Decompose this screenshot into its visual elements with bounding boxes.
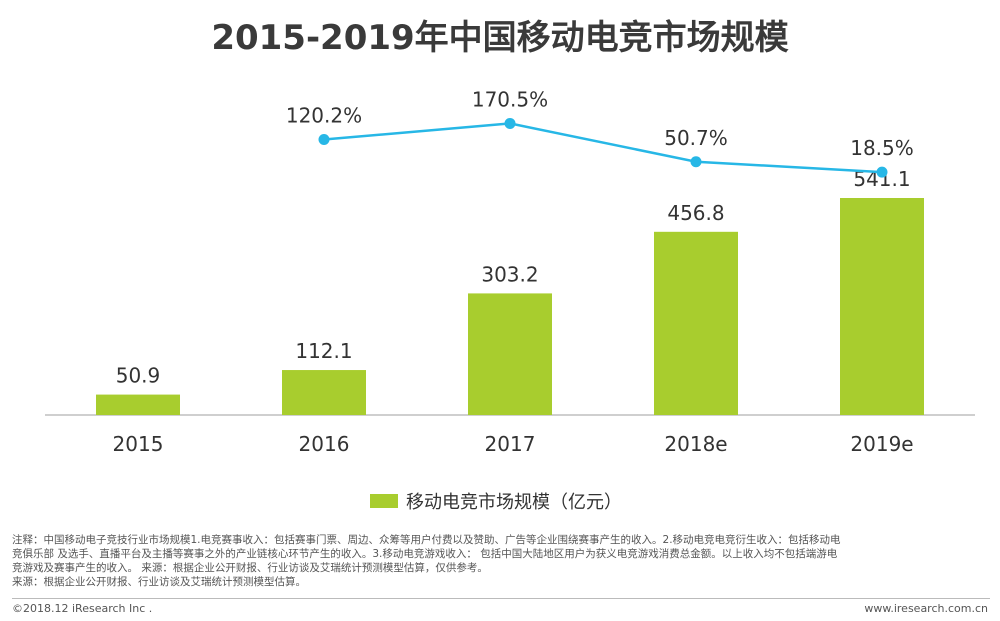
bar bbox=[654, 231, 738, 415]
bar bbox=[282, 370, 366, 415]
growth-label: 18.5% bbox=[850, 136, 914, 160]
growth-line bbox=[323, 122, 883, 174]
growth-label: 50.7% bbox=[664, 126, 728, 150]
footer-divider bbox=[12, 598, 990, 599]
growth-label: 120.2% bbox=[286, 104, 362, 128]
bar bbox=[840, 198, 924, 415]
growth-point bbox=[690, 156, 702, 168]
bar-value-label: 456.8 bbox=[667, 201, 724, 225]
footer-copyright: ©2018.12 iResearch Inc . bbox=[12, 602, 153, 615]
x-tick-label: 2017 bbox=[485, 432, 536, 456]
growth-label: 170.5% bbox=[472, 87, 548, 111]
notes: 注释：中国移动电子竞技行业市场规模1.电竞赛事收入：包括赛事门票、周边、众筹等用… bbox=[12, 533, 990, 589]
chart-canvas: 50.92015112.12016303.22017456.82018e541.… bbox=[45, 87, 975, 456]
growth-point bbox=[876, 166, 888, 178]
chart-title: 2015-2019年中国移动电竞市场规模 bbox=[211, 18, 789, 58]
legend-label: 移动电竞市场规模（亿元） bbox=[406, 492, 622, 513]
bar-value-label: 112.1 bbox=[295, 339, 352, 363]
growth-point bbox=[504, 117, 516, 129]
note-line: 来源：根据企业公开财报、行业访谈及艾瑞统计预测模型估算。 bbox=[12, 576, 306, 588]
x-tick-label: 2016 bbox=[299, 432, 350, 456]
legend-swatch bbox=[370, 494, 398, 508]
note-line: 竞游戏及赛事产生的收入。 来源：根据企业公开财报、行业访谈及艾瑞统计预测模型估算… bbox=[12, 562, 488, 574]
note-line: 竞俱乐部 及选手、直播平台及主播等赛事之外的产业链核心环节产生的收入。3.移动电… bbox=[12, 548, 838, 560]
bar bbox=[96, 394, 180, 415]
x-tick-label: 2019e bbox=[850, 432, 913, 456]
bar bbox=[468, 293, 552, 415]
bar-value-label: 50.9 bbox=[116, 364, 161, 388]
note-line: 注释：中国移动电子竞技行业市场规模1.电竞赛事收入：包括赛事门票、周边、众筹等用… bbox=[12, 534, 841, 546]
x-tick-label: 2018e bbox=[664, 432, 727, 456]
footer-website: www.iresearch.com.cn bbox=[864, 602, 988, 615]
legend: 移动电竞市场规模（亿元） bbox=[370, 488, 622, 514]
growth-point bbox=[318, 134, 330, 146]
bar-value-label: 303.2 bbox=[481, 262, 538, 286]
x-tick-label: 2015 bbox=[113, 432, 164, 456]
